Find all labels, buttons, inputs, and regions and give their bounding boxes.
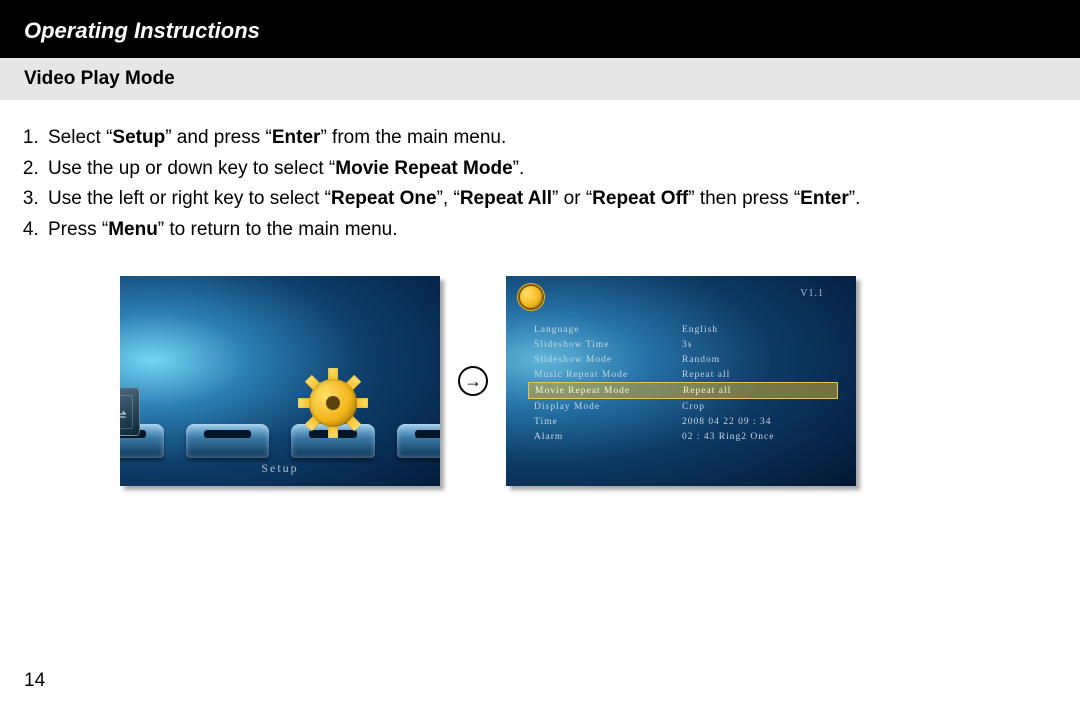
settings-value: 3s [682, 340, 832, 350]
settings-row: Display ModeCrop [528, 399, 838, 414]
settings-value: Random [682, 355, 832, 365]
settings-row: Time2008 04 22 09 : 34 [528, 414, 838, 429]
settings-value: Crop [682, 402, 832, 412]
settings-value: 02 : 43 Ring2 Once [682, 432, 832, 442]
dock: ⇌ [120, 424, 440, 458]
subheader-band: Video Play Mode [0, 58, 1080, 100]
settings-row: Movie Repeat ModeRepeat all [528, 382, 838, 399]
settings-row: Alarm02 : 43 Ring2 Once [528, 429, 838, 444]
settings-value: Repeat all [682, 370, 832, 380]
settings-value: 2008 04 22 09 : 34 [682, 417, 832, 427]
settings-row: Music Repeat ModeRepeat all [528, 367, 838, 382]
version-label: V1.1 [800, 288, 824, 299]
instruction-list: Select “Setup” and press “Enter” from th… [0, 100, 1080, 258]
settings-screenshot: V1.1 LanguageEnglishSlideshow Time3sSlid… [506, 276, 856, 486]
settings-value: English [682, 325, 832, 335]
settings-row: Slideshow Time3s [528, 337, 838, 352]
dock-slot [186, 424, 270, 458]
section-title: Video Play Mode [24, 68, 175, 89]
gear-icon [520, 286, 542, 308]
settings-label: Slideshow Mode [534, 355, 682, 365]
header-band: Operating Instructions [0, 0, 1080, 58]
settings-row: Slideshow ModeRandom [528, 352, 838, 367]
instruction-step: Use the up or down key to select “Movie … [44, 155, 1056, 184]
settings-label: Language [534, 325, 682, 335]
dock-slot-setup [291, 424, 375, 458]
dock-slot [397, 424, 441, 458]
settings-label: Music Repeat Mode [534, 370, 682, 380]
settings-label: Display Mode [534, 402, 682, 412]
settings-row: LanguageEnglish [528, 322, 838, 337]
main-menu-screenshot: ⇌ [120, 276, 440, 486]
instruction-step: Use the left or right key to select “Rep… [44, 185, 1056, 214]
screenshots-row: ⇌ [0, 258, 1080, 486]
instruction-step: Select “Setup” and press “Enter” from th… [44, 124, 1056, 153]
usb-card-icon: ⇌ [120, 388, 140, 436]
settings-label: Alarm [534, 432, 682, 442]
dock-slot: ⇌ [120, 424, 164, 458]
settings-list: LanguageEnglishSlideshow Time3sSlideshow… [528, 322, 838, 444]
settings-label: Slideshow Time [534, 340, 682, 350]
gear-icon [300, 370, 366, 436]
page-number: 14 [24, 670, 45, 692]
setup-label: Setup [120, 461, 440, 476]
page-title: Operating Instructions [24, 18, 260, 43]
settings-label: Movie Repeat Mode [535, 386, 683, 396]
instruction-step: Press “Menu” to return to the main menu. [44, 216, 1056, 245]
settings-label: Time [534, 417, 682, 427]
settings-value: Repeat all [683, 386, 831, 396]
arrow-right-icon: → [458, 366, 488, 396]
